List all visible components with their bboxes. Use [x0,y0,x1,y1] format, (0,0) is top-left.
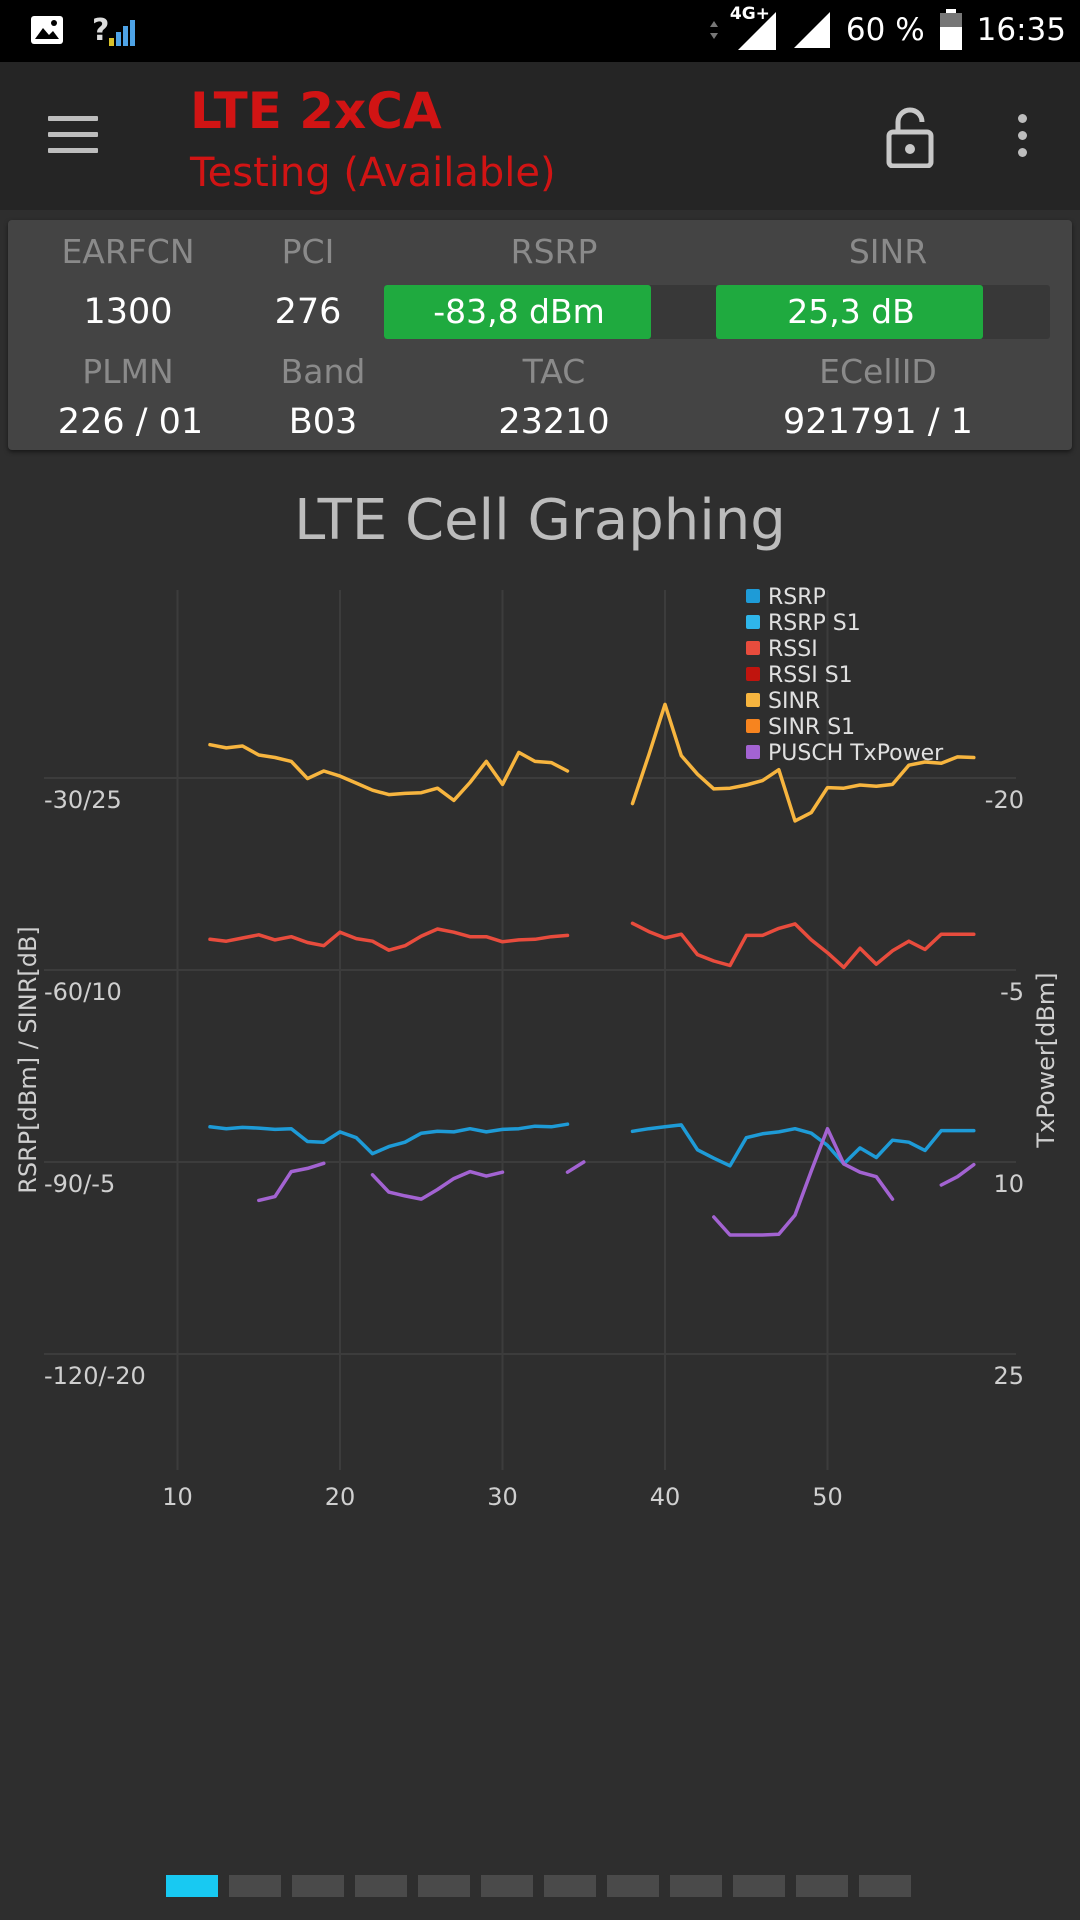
sinr-meter: 25,3 dB [716,285,1050,339]
data-arrows-icon [709,21,718,39]
tac-value: 23210 [498,402,610,442]
ecellid-label: ECellID [819,352,937,391]
legend-swatch [746,667,760,681]
more-vert-icon[interactable] [1010,114,1034,164]
series-line-rssi [208,927,570,952]
legend-swatch [746,693,760,707]
x-tick-label: 20 [325,1483,356,1511]
y-tick-label: -30/25 [44,786,122,814]
series-line-pusch-txpower [370,1169,505,1201]
legend-label: PUSCH TxPower [768,741,944,766]
rsrp-meter-fill [384,285,652,339]
legend-label: SINR [768,689,820,714]
earfcn-value: 1300 [83,292,173,332]
ecellid-value: 921791 / 1 [783,402,973,442]
legend-label: RSRP [768,585,826,610]
page-dot[interactable] [481,1875,533,1897]
legend-label: RSRP S1 [768,611,861,636]
x-tick-label: 40 [650,1483,681,1511]
app-subtitle: Testing (Available) [190,150,556,196]
legend-swatch [746,719,760,733]
series-line-rsrp [630,1123,976,1168]
battery-percent: 60 % [845,12,925,48]
page-dot[interactable] [418,1875,470,1897]
legend-swatch [746,745,760,759]
series-line-rsrp [208,1122,570,1156]
pci-value: 276 [274,292,342,332]
y-tick-label: -90/-5 [44,1170,115,1198]
y-axis-title: RSRP[dBm] / SINR[dB] [14,926,42,1194]
tac-label: TAC [522,352,586,391]
x-tick-label: 10 [162,1483,193,1511]
x-tick-label: 30 [487,1483,518,1511]
series-line-sinr [630,702,976,823]
page-dot[interactable] [670,1875,722,1897]
chart-title: LTE Cell Graphing [294,488,786,553]
legend-swatch [746,615,760,629]
series-line-pusch-txpower [257,1161,326,1203]
cell-info-panel: EARFCN PCI RSRP SINR 1300 276 -83,8 dBm … [8,220,1072,450]
x-tick-label: 50 [812,1483,843,1511]
sinr-meter-fill [716,285,984,339]
band-label: Band [280,352,366,391]
lock-open-icon[interactable] [886,106,934,168]
status-bar: ? 4G+ 60 % 16:35 [0,0,1080,62]
app-title: LTE 2xCA [190,82,442,140]
band-value: B03 [288,402,358,442]
page-dot[interactable] [733,1875,785,1897]
y2-tick-label: 25 [993,1362,1024,1390]
app-bar: LTE 2xCA Testing (Available) [0,62,1080,210]
series-line-sinr [208,742,570,803]
series-line-rssi [630,921,976,970]
series-line-pusch-txpower [565,1160,586,1174]
legend-swatch [746,641,760,655]
signal-unknown-icon: ? [92,13,135,48]
clock: 16:35 [976,12,1066,48]
rsrp-value: -83,8 dBm [433,292,605,331]
y2-axis-title: TxPower[dBm] [1032,972,1060,1148]
y2-tick-label: -5 [1000,978,1024,1006]
page-dot[interactable] [292,1875,344,1897]
page-dot[interactable] [229,1875,281,1897]
series-line-pusch-txpower [939,1162,976,1187]
plmn-label: PLMN [82,352,174,391]
earfcn-label: EARFCN [61,232,195,271]
menu-icon[interactable] [48,116,98,156]
legend-swatch [746,589,760,603]
sinr-value: 25,3 dB [787,292,915,331]
y-tick-label: -120/-20 [44,1362,146,1390]
legend-label: SINR S1 [768,715,855,740]
y2-tick-label: 10 [993,1170,1024,1198]
page-dot[interactable] [355,1875,407,1897]
lte-cell-chart[interactable]: 10 20 30 40 50 -30/25 -20 -60/10 -5 -90/-5 10 -120/… [0,560,1080,1560]
series-line-pusch-txpower [712,1126,895,1237]
page-dot[interactable] [859,1875,911,1897]
legend-label: RSSI S1 [768,663,853,688]
signal-icon [793,12,830,48]
signal-4g-icon: 4G+ [730,4,778,52]
page-dot[interactable] [796,1875,848,1897]
page-dot[interactable] [166,1875,218,1897]
rsrp-meter: -83,8 dBm [384,285,718,339]
page-dot[interactable] [607,1875,659,1897]
battery-icon [939,9,962,50]
y-tick-label: -60/10 [44,978,122,1006]
svg-text:?: ? [92,13,109,48]
rsrp-label: RSRP [510,232,598,271]
network-type: 4G+ [729,4,770,24]
pci-label: PCI [281,232,335,271]
page-dot[interactable] [544,1875,596,1897]
plmn-value: 226 / 01 [57,402,204,442]
y2-tick-label: -20 [985,786,1024,814]
gallery-icon [31,16,63,44]
sinr-label: SINR [848,232,928,271]
page-indicator [166,1875,911,1897]
legend-label: RSSI [768,637,818,662]
